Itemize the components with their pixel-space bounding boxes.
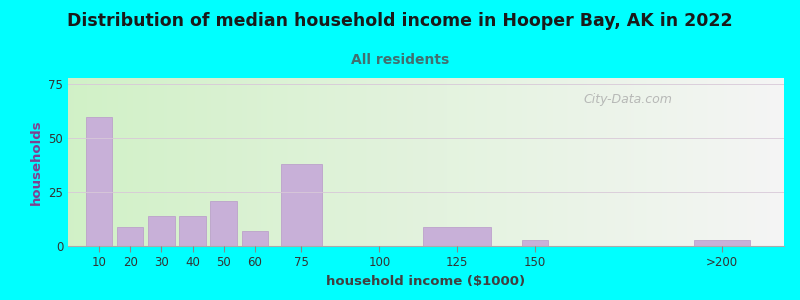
Text: All residents: All residents — [351, 53, 449, 67]
Bar — [282, 164, 322, 246]
Bar — [242, 231, 268, 246]
Y-axis label: households: households — [30, 119, 42, 205]
Bar — [423, 226, 491, 246]
X-axis label: household income ($1000): household income ($1000) — [326, 275, 526, 288]
Bar — [210, 201, 237, 246]
Bar — [148, 216, 174, 246]
Text: Distribution of median household income in Hooper Bay, AK in 2022: Distribution of median household income … — [67, 12, 733, 30]
Bar — [694, 239, 750, 246]
Text: City-Data.com: City-Data.com — [583, 93, 672, 106]
Bar — [117, 226, 143, 246]
Bar — [86, 117, 112, 246]
Bar — [522, 239, 548, 246]
Bar — [179, 216, 206, 246]
